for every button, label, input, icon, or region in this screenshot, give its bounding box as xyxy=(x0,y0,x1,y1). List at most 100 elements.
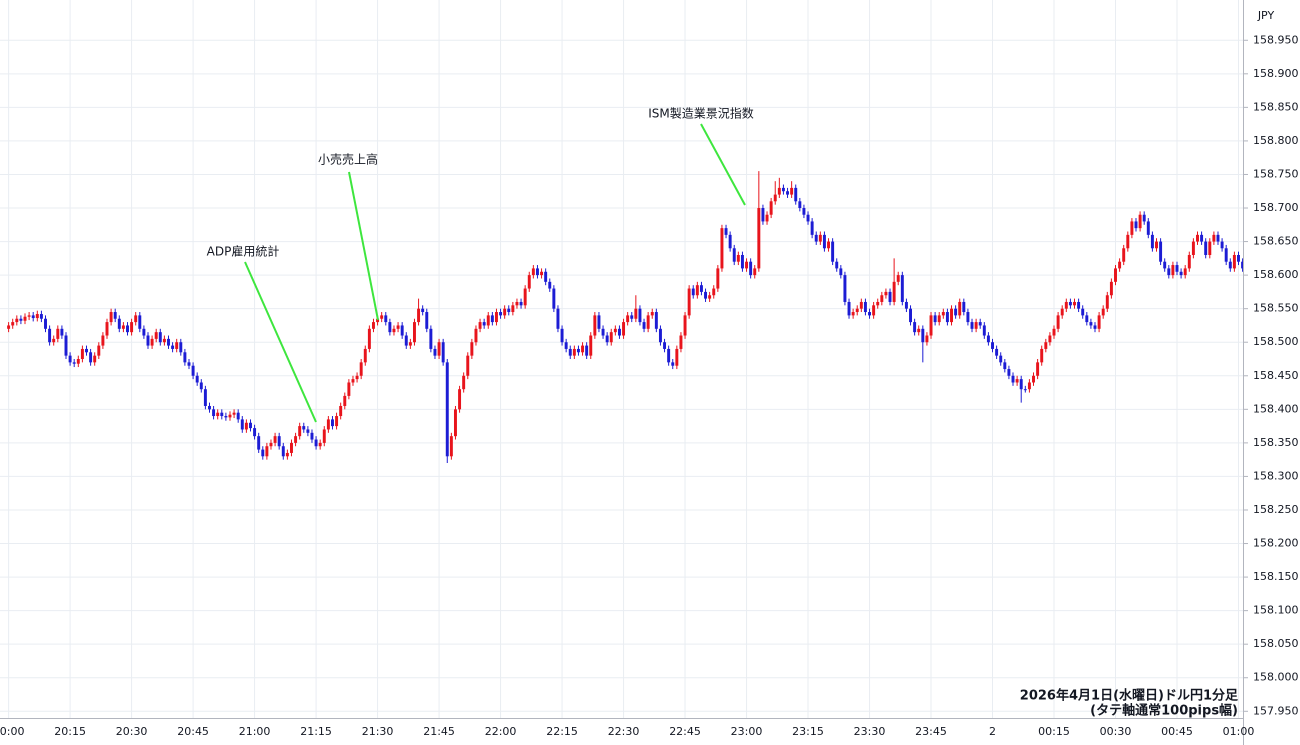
candle-body xyxy=(1089,322,1093,326)
y-tick-label: 158.350 xyxy=(1253,436,1299,449)
candle-body xyxy=(363,348,367,363)
x-tick-label: 21:30 xyxy=(362,725,394,738)
candle-body xyxy=(790,187,794,195)
x-tick-label: 22:30 xyxy=(608,725,640,738)
candle-body xyxy=(1048,335,1052,343)
candle-body xyxy=(888,291,892,302)
candle-body xyxy=(962,301,966,313)
annotation-label: 小売売上高 xyxy=(318,152,378,167)
candle-body xyxy=(150,338,154,346)
candle-body xyxy=(121,325,125,329)
x-tick-label: 20:45 xyxy=(177,725,209,738)
candle-body xyxy=(404,335,408,346)
y-tick-label: 158.200 xyxy=(1253,537,1299,550)
candle-body xyxy=(954,308,958,316)
candle-body xyxy=(970,322,974,329)
candle-body xyxy=(503,308,507,316)
y-tick-label: 157.950 xyxy=(1253,704,1299,717)
candle-body xyxy=(138,315,142,329)
candle-body xyxy=(1175,265,1179,272)
candle-body xyxy=(667,348,671,363)
candle-body xyxy=(786,191,790,195)
candle-body xyxy=(1138,214,1142,229)
candle-body xyxy=(1187,254,1191,269)
currency-label: JPY xyxy=(1257,9,1275,22)
x-tick-label: 23:45 xyxy=(915,725,947,738)
candle-body xyxy=(1228,261,1232,269)
candle-body xyxy=(458,389,462,410)
candle-body xyxy=(933,315,937,323)
candle-body xyxy=(23,316,27,321)
annotation-label: ADP雇用統計 xyxy=(207,244,280,259)
y-tick-label: 158.150 xyxy=(1253,570,1299,583)
candle-body xyxy=(761,208,765,222)
candle-body xyxy=(1249,268,1252,275)
candle-body xyxy=(1196,234,1199,242)
candle-body xyxy=(1044,342,1048,349)
candle-body xyxy=(991,342,994,349)
candle-body xyxy=(917,328,921,333)
candle-body xyxy=(142,328,146,336)
candle-body xyxy=(802,208,806,215)
x-tick-label: 23:15 xyxy=(792,725,824,738)
candle-body xyxy=(572,348,576,356)
candle-body xyxy=(462,375,466,390)
candle-body xyxy=(203,389,207,406)
candle-body xyxy=(704,291,708,299)
candle-body xyxy=(1212,234,1216,242)
x-tick-label: 21:00 xyxy=(239,725,271,738)
annotation-line xyxy=(700,123,746,206)
candle-body xyxy=(11,322,15,326)
candle-body xyxy=(1191,241,1195,255)
candle-body xyxy=(822,234,826,249)
candle-body xyxy=(892,281,896,302)
candle-body xyxy=(872,305,876,316)
candle-body xyxy=(671,362,675,366)
candle-body xyxy=(749,261,753,276)
candle-body xyxy=(175,342,179,349)
candle-body xyxy=(146,335,150,346)
candle-body xyxy=(1081,308,1085,316)
candle-body xyxy=(359,362,363,376)
candle-body xyxy=(335,416,339,427)
candle-body xyxy=(1003,362,1007,370)
y-tick-label: 158.250 xyxy=(1253,503,1299,516)
candle-body xyxy=(117,318,121,329)
candle-body xyxy=(794,187,798,202)
candle-body xyxy=(1118,261,1122,269)
candle-body xyxy=(1159,241,1163,262)
candle-body xyxy=(622,322,626,336)
candle-body xyxy=(380,315,384,319)
candle-body xyxy=(638,308,642,323)
y-tick-label: 158.700 xyxy=(1253,201,1299,214)
candle-body xyxy=(228,414,232,418)
candle-body xyxy=(244,422,248,430)
candle-body xyxy=(941,312,945,316)
candle-body xyxy=(1019,379,1023,390)
candle-body xyxy=(884,291,888,296)
candle-body xyxy=(654,312,658,329)
candle-body xyxy=(773,194,777,202)
y-tick-label: 158.000 xyxy=(1253,671,1299,684)
candle-body xyxy=(1097,315,1101,329)
candle-body xyxy=(302,426,306,430)
candle-body xyxy=(285,452,289,457)
candle-body xyxy=(56,328,60,339)
candle-body xyxy=(371,322,375,329)
candle-body xyxy=(691,288,695,296)
candle-body xyxy=(814,234,818,242)
candle-body xyxy=(44,318,47,329)
candle-body xyxy=(249,422,252,429)
candle-body xyxy=(535,268,539,276)
candles xyxy=(7,171,1252,464)
candle-body xyxy=(720,228,724,269)
candle-body xyxy=(27,315,31,317)
candle-body xyxy=(1179,271,1183,276)
candle-body xyxy=(531,268,535,276)
candle-body xyxy=(609,332,613,343)
candle-body xyxy=(765,214,769,222)
y-tick-label: 158.850 xyxy=(1253,100,1299,113)
candle-body xyxy=(896,275,900,282)
candle-body xyxy=(1232,254,1236,269)
candle-body xyxy=(453,409,457,437)
